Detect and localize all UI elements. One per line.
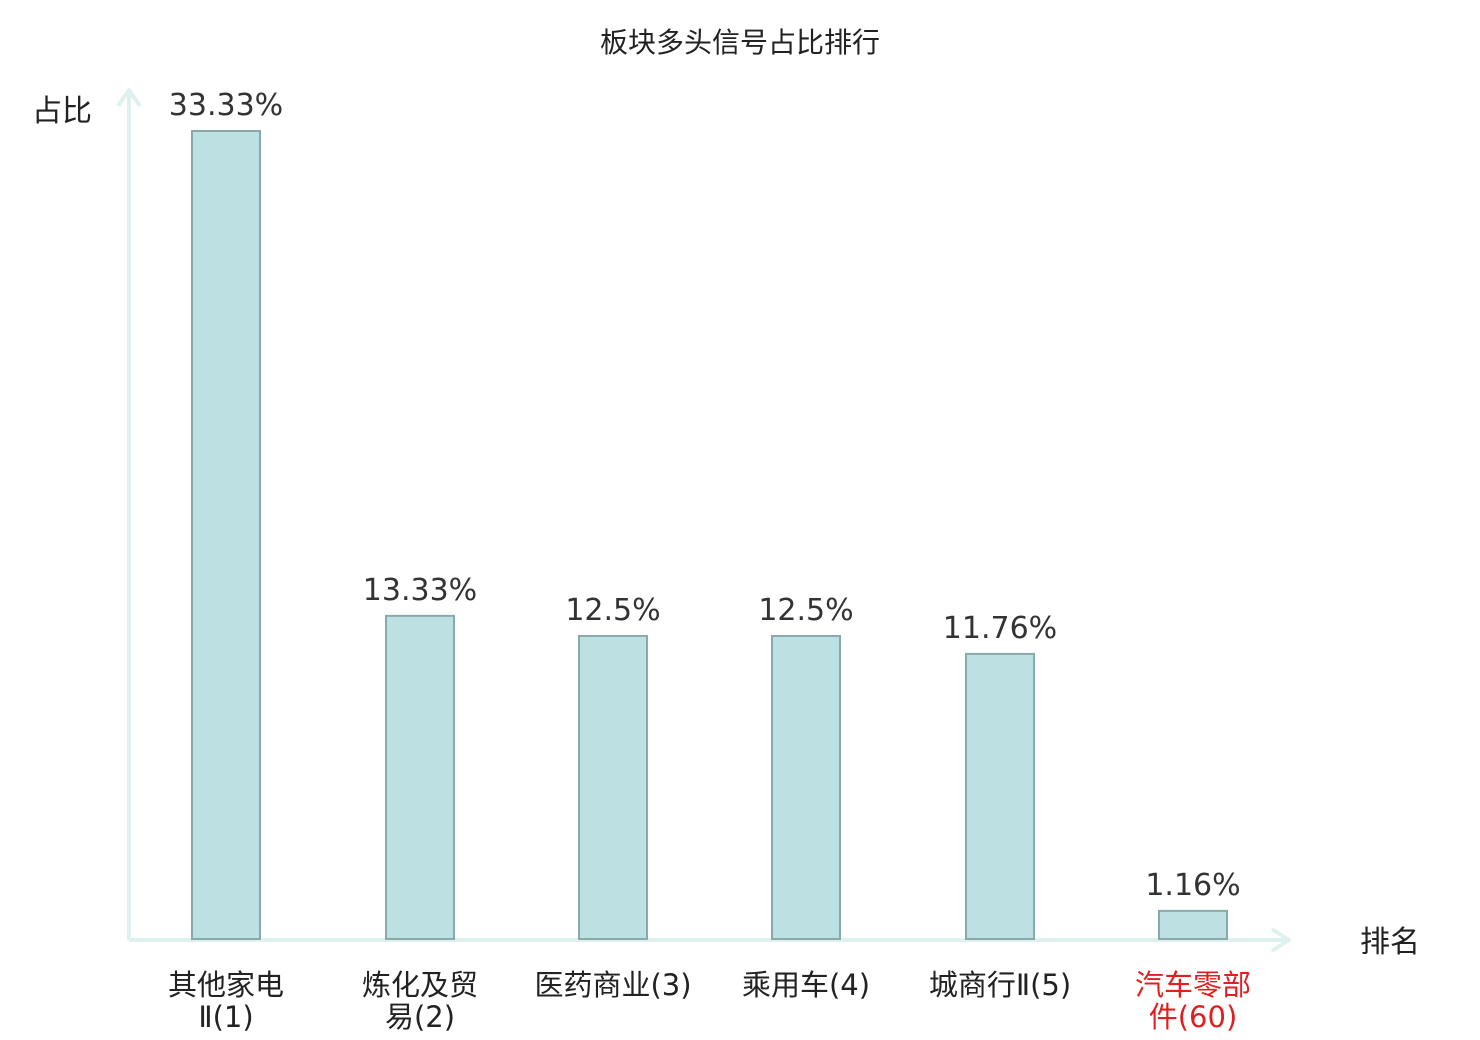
category-label-2-line-2: 易(2) bbox=[385, 1000, 455, 1034]
bar-3 bbox=[578, 634, 648, 941]
value-label-6: 1.16% bbox=[1145, 868, 1240, 903]
category-label-1-line-2: Ⅱ(1) bbox=[198, 1000, 253, 1034]
value-label-1: 33.33% bbox=[169, 88, 283, 123]
value-labels-group: 33.33% 13.33% 12.5% 12.5% 11.76% 1.16% bbox=[169, 88, 1241, 903]
value-label-4: 12.5% bbox=[758, 593, 853, 628]
y-axis bbox=[116, 88, 142, 940]
value-label-2: 13.33% bbox=[363, 573, 477, 608]
x-axis-label: 排名 bbox=[1360, 925, 1420, 960]
category-label-6-line-2: 件(60) bbox=[1149, 1000, 1238, 1034]
y-axis-label: 占比 bbox=[32, 94, 92, 129]
chart-title: 板块多头信号占比排行 bbox=[600, 26, 880, 59]
bar-2 bbox=[385, 614, 455, 941]
category-label-1-line-1: 其他家电 bbox=[168, 968, 284, 1002]
category-label-3-line-1: 医药商业(3) bbox=[534, 968, 691, 1002]
category-label-2-line-1: 炼化及贸 bbox=[362, 968, 478, 1002]
bars-group bbox=[191, 130, 1228, 941]
category-label-6-line-1: 汽车零部 bbox=[1135, 968, 1251, 1002]
value-label-3: 12.5% bbox=[565, 593, 660, 628]
bar-6 bbox=[1158, 909, 1228, 940]
bar-1 bbox=[191, 130, 261, 940]
bar-5 bbox=[965, 652, 1035, 941]
x-axis bbox=[129, 927, 1291, 953]
bar-4 bbox=[771, 634, 841, 941]
value-label-5: 11.76% bbox=[943, 611, 1057, 646]
category-label-4-line-1: 乘用车(4) bbox=[742, 968, 870, 1002]
category-label-5-line-1: 城商行Ⅱ(5) bbox=[929, 968, 1071, 1002]
